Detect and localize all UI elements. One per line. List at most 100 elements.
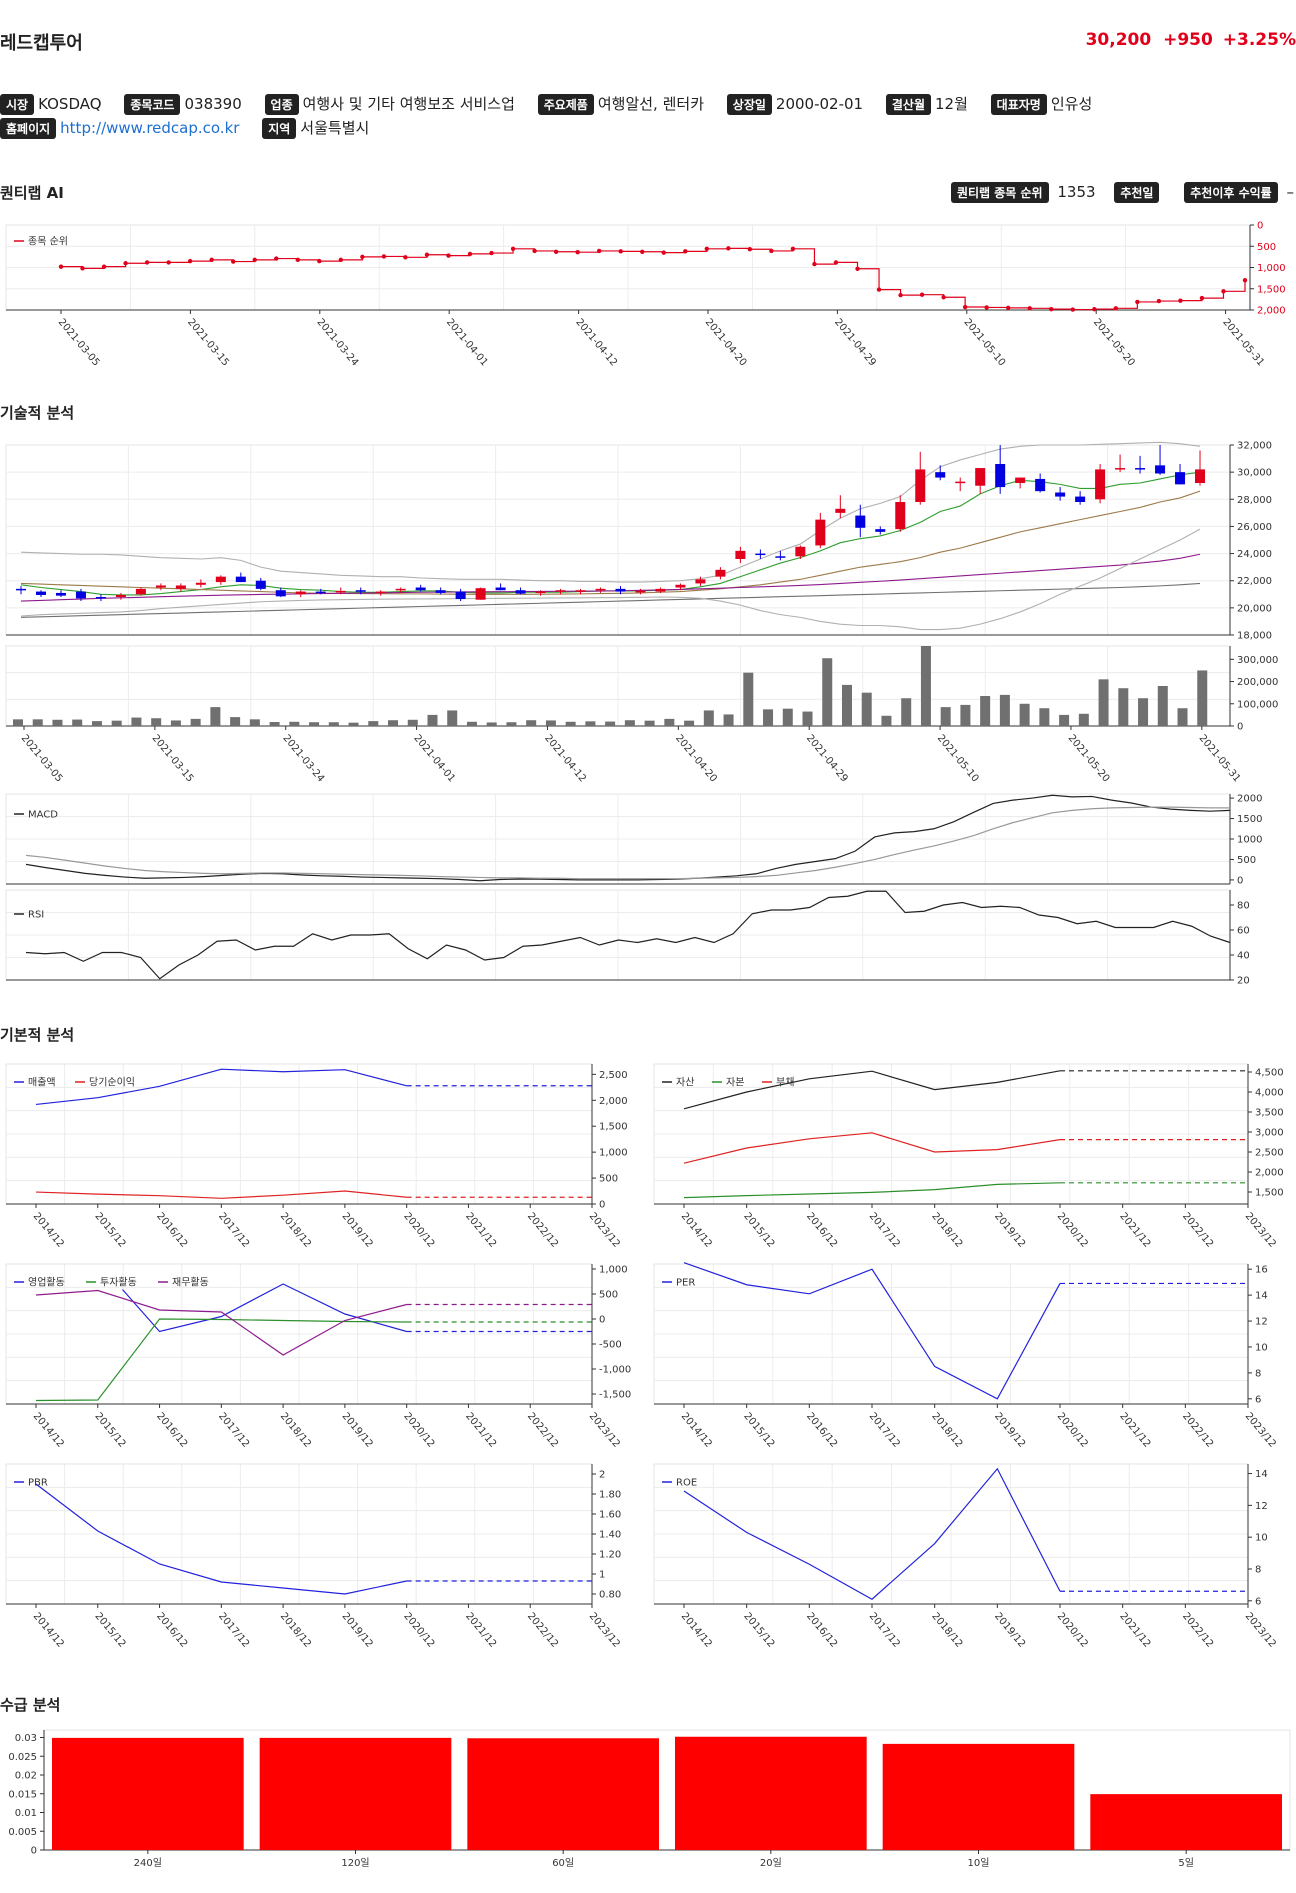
candle-body <box>1175 472 1186 485</box>
candle-body <box>835 508 846 513</box>
rank-point <box>1156 298 1162 304</box>
x-tick-label: 2016/12 <box>154 1611 189 1650</box>
rank-point <box>252 257 257 263</box>
rank-point <box>295 257 300 263</box>
y-tick-label: 24,000 <box>1237 549 1272 560</box>
supply-chart: 0 0.005 0.01 0.015 0.02 0.025 0.03 240일 120일 60일 2… <box>8 1729 1291 1869</box>
x-tick-label: 2021/12 <box>1117 1211 1152 1250</box>
volume-bar <box>743 672 754 726</box>
series-line <box>122 1283 407 1333</box>
industry-tag: 업종 <box>264 94 299 115</box>
legend-label: 자산 <box>676 1077 694 1089</box>
volume-bar <box>427 714 438 726</box>
y-tick-label: 16 <box>1255 1265 1268 1276</box>
legend-label: PBR <box>28 1478 48 1489</box>
y-tick-label: 6 <box>1255 1394 1261 1405</box>
x-tick-label: 2022/12 <box>525 1611 560 1650</box>
rank-point <box>123 261 128 266</box>
x-tick-label: 2023/12 <box>1243 1411 1278 1450</box>
volume-bar <box>1138 698 1149 726</box>
y-tick-label: 2,500 <box>599 1070 628 1081</box>
volume-bar <box>565 721 576 726</box>
x-tick-label: 2016/12 <box>804 1611 839 1650</box>
supply-bar <box>882 1743 1075 1850</box>
candle-body <box>315 591 326 594</box>
y-tick-label: 0 <box>1257 221 1263 232</box>
x-tick-label: 60일 <box>552 1857 574 1869</box>
candle-body <box>455 591 466 600</box>
x-tick-label: 2021-04-20 <box>703 317 749 369</box>
candle-body <box>815 519 826 546</box>
legend-label: 부채 <box>776 1077 794 1089</box>
sales-income-chart: 0 500 1,000 1,500 2,000 2,500 매출액 당기순이익 2014/12 2… <box>5 1063 628 1250</box>
x-tick-label: 2021-03-15 <box>150 733 196 785</box>
candle-body <box>1035 478 1046 492</box>
series-line <box>683 1182 1061 1199</box>
volume-bar <box>230 717 241 726</box>
y-tick-label: 1.60 <box>599 1510 621 1521</box>
x-tick-label: 2017/12 <box>867 1211 902 1250</box>
plot-frame <box>43 1729 1291 1851</box>
company-name: 레드캡투어 <box>0 33 83 54</box>
y-tick-label: 3,500 <box>1255 1108 1284 1119</box>
x-tick-label: 2021/12 <box>463 1611 498 1650</box>
x-tick-label: 2019/12 <box>992 1211 1027 1250</box>
y-tick-label: 2000 <box>1237 794 1262 805</box>
volume-bar <box>782 708 793 726</box>
volume-bar <box>703 710 714 726</box>
y-tick-label: -1,000 <box>599 1365 631 1376</box>
y-tick-label: 14 <box>1255 1469 1268 1480</box>
rank-point <box>424 252 430 257</box>
volume-bar <box>506 722 517 726</box>
y-tick-label: 2,000 <box>599 1096 628 1107</box>
homepage-link[interactable]: http://www.redcap.co.kr <box>60 119 240 137</box>
y-tick-label: 18,000 <box>1237 631 1272 641</box>
volume-bar <box>960 704 971 726</box>
legend-label: RSI <box>28 910 44 921</box>
volume-bar <box>901 698 912 726</box>
macd-chart: 0 500 1000 1500 2000 MACD <box>5 793 1262 886</box>
y-tick-label: 1000 <box>1237 835 1262 846</box>
y-tick-label: 32,000 <box>1237 441 1272 452</box>
legend-label: 종목 순위 <box>28 235 68 248</box>
rank-point <box>166 260 171 265</box>
candle-body <box>75 591 86 599</box>
cashflow-chart: -1,500 -1,000 -500 0 500 1,000 영업활동 투자활동 재무활동 201… <box>5 1263 631 1450</box>
rank-value: 1353 <box>1057 183 1096 201</box>
y-tick-label: 4,500 <box>1255 1068 1284 1079</box>
rank-point <box>1070 307 1075 312</box>
volume-bar <box>763 709 774 726</box>
volume-bar <box>348 722 359 726</box>
candle-body <box>115 594 126 597</box>
rank-point <box>790 246 796 251</box>
candle-body <box>415 587 426 591</box>
volume-bar <box>585 721 596 726</box>
candle-body <box>495 587 506 591</box>
x-tick-label: 2023/12 <box>587 1611 622 1650</box>
series-line <box>683 1070 1061 1110</box>
y-tick-label: 500 <box>1237 855 1256 866</box>
rank-point <box>984 305 989 310</box>
legend-label: 투자활동 <box>100 1276 137 1289</box>
y-tick-label: 0.005 <box>8 1827 37 1838</box>
candle-body <box>355 590 366 592</box>
y-tick-label: 300,000 <box>1237 655 1278 666</box>
legend-label: 매출액 <box>28 1077 56 1089</box>
volume-bar <box>210 707 221 726</box>
ceo-tag: 대표자명 <box>990 94 1047 115</box>
rank-point <box>1178 298 1183 303</box>
x-tick-label: 2020/12 <box>401 1211 436 1250</box>
rank-point <box>596 248 602 254</box>
volume-bar <box>664 718 675 726</box>
candle-body <box>975 468 986 486</box>
volume-bar <box>920 646 931 726</box>
volume-bar <box>131 717 142 726</box>
candle-body <box>915 469 926 502</box>
rank-point <box>58 264 64 269</box>
x-tick-label: 2015/12 <box>92 1411 127 1450</box>
x-tick-label: 2021/12 <box>463 1211 498 1250</box>
y-tick-label: 1,500 <box>1255 1188 1284 1199</box>
volume-chart: 0 100,000 200,000 300,000 2021-03-05 2021-03-… <box>5 645 1278 785</box>
candle-body <box>215 576 226 583</box>
x-tick-label: 2021-04-12 <box>573 317 619 369</box>
